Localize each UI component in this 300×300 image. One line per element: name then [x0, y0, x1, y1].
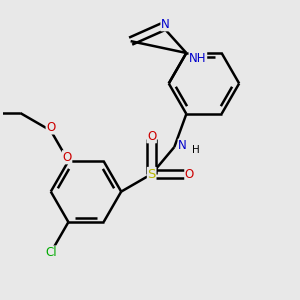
Text: O: O [185, 167, 194, 181]
Text: O: O [62, 151, 72, 164]
Text: H: H [192, 145, 200, 154]
Text: O: O [46, 121, 56, 134]
Text: N: N [178, 139, 187, 152]
Text: NH: NH [189, 52, 207, 64]
Text: Cl: Cl [45, 246, 57, 259]
Text: O: O [147, 130, 156, 143]
Text: S: S [148, 167, 156, 181]
Text: N: N [161, 18, 170, 31]
